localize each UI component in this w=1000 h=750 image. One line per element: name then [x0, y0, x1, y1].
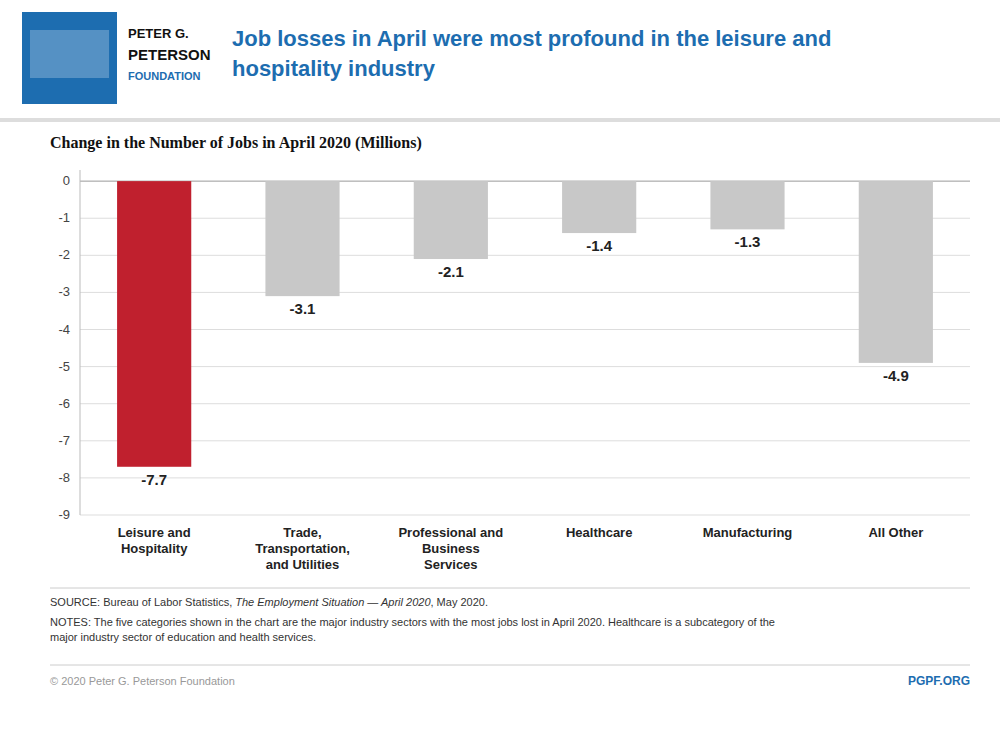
x-tick-line: Business — [422, 541, 480, 556]
source-part: The Employment Situation — April 2020 — [235, 596, 431, 608]
data-label: -3.1 — [290, 300, 316, 317]
y-tick-label: -8 — [58, 470, 70, 485]
bar — [710, 181, 784, 229]
grid-line — [80, 366, 970, 367]
grid-line — [80, 292, 970, 293]
grid-line — [80, 218, 970, 219]
x-tick-label: Manufacturing — [703, 525, 793, 540]
y-tick-label: -1 — [58, 210, 70, 225]
website: PGPF.ORG — [908, 674, 970, 688]
x-tick-label: All Other — [868, 525, 923, 540]
x-tick-line: All Other — [868, 525, 923, 540]
y-tick-label: -5 — [58, 359, 70, 374]
chart-svg: PETER G. PETERSON FOUNDATION Job losses in … — [0, 0, 1000, 750]
x-tick-line: Professional and — [398, 525, 503, 540]
grid-line — [80, 515, 970, 516]
x-tick-line: Trade, — [283, 525, 321, 540]
title-line: hospitality industry — [232, 56, 436, 81]
subtitle: Change in the Number of Jobs in April 20… — [50, 134, 422, 152]
bar — [117, 181, 191, 467]
footer-rule — [50, 665, 970, 666]
y-tick-label: -7 — [58, 433, 70, 448]
grid-line — [80, 477, 970, 478]
y-axis-line — [80, 170, 81, 515]
x-tick-label: Professional andBusinessServices — [398, 525, 503, 572]
x-tick-line: and Utilities — [266, 557, 340, 572]
x-tick-label: Leisure andHospitality — [118, 525, 191, 556]
x-tick-line: Transportation, — [255, 541, 350, 556]
logo-box — [22, 12, 117, 104]
grid-line — [80, 181, 970, 182]
notes-line: major industry sector of education and h… — [50, 631, 316, 643]
x-tick-label: Trade,Transportation,and Utilities — [255, 525, 350, 572]
grid-line — [80, 440, 970, 441]
y-tick-label: 0 — [63, 173, 70, 188]
y-tick-label: -2 — [58, 247, 70, 262]
logo-text: FOUNDATION — [128, 70, 201, 82]
x-tick-line: Hospitality — [121, 541, 188, 556]
y-tick-label: -4 — [58, 322, 70, 337]
copyright: © 2020 Peter G. Peterson Foundation — [50, 675, 235, 687]
data-label: -4.9 — [883, 367, 909, 384]
notes-line: NOTES: The five categories shown in the … — [50, 616, 775, 628]
data-label: -2.1 — [438, 263, 464, 280]
y-tick-label: -3 — [58, 284, 70, 299]
source: SOURCE: Bureau of Labor Statistics, The … — [50, 596, 488, 608]
notes: NOTES: The five categories shown in the … — [50, 616, 775, 643]
grid-line — [80, 403, 970, 404]
data-label: -1.4 — [586, 237, 613, 254]
logo-text: PETER G. — [128, 26, 189, 41]
data-label: -1.3 — [735, 233, 761, 250]
grid-line — [80, 255, 970, 256]
x-tick-line: Leisure and — [118, 525, 191, 540]
divider — [0, 118, 1000, 122]
title-line: Job losses in April were most profound i… — [232, 26, 831, 51]
bars — [117, 181, 933, 467]
y-tick-label: -9 — [58, 507, 70, 522]
grid-line — [80, 329, 970, 330]
bar — [414, 181, 488, 259]
x-tick-line: Healthcare — [566, 525, 632, 540]
y-tick-label: -6 — [58, 396, 70, 411]
x-tick-line: Services — [424, 557, 478, 572]
x-tick-label: Healthcare — [566, 525, 632, 540]
logo-icon — [30, 30, 109, 78]
source-part: SOURCE: Bureau of Labor Statistics, — [50, 596, 235, 608]
x-tick-line: Manufacturing — [703, 525, 793, 540]
bar — [859, 181, 933, 363]
data-label: -7.7 — [141, 471, 167, 488]
bar — [265, 181, 339, 296]
source-part: , May 2020. — [431, 596, 488, 608]
bar — [562, 181, 636, 233]
title: Job losses in April were most profound i… — [232, 26, 831, 81]
logo-text: PETERSON — [128, 46, 211, 63]
background — [0, 0, 1000, 750]
footer-rule — [50, 588, 970, 589]
